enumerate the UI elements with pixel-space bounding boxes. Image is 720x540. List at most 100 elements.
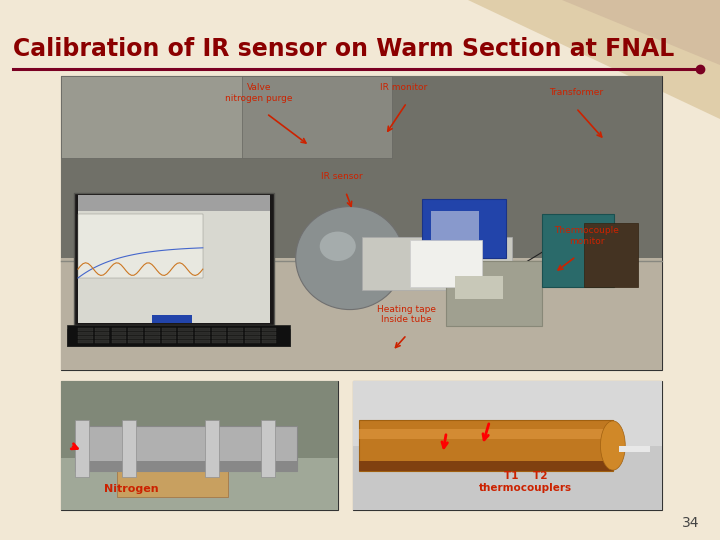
Bar [195,340,210,343]
Bar [117,465,228,497]
Bar [74,193,274,325]
Bar [446,261,542,326]
Bar [78,328,93,331]
Bar [212,328,226,331]
Text: Calibration of IR sensor on Warm Section at FNAL: Calibration of IR sensor on Warm Section… [13,37,674,60]
Bar [162,340,176,343]
Bar [228,336,243,339]
Bar [410,240,482,287]
Ellipse shape [320,232,356,261]
Bar [61,76,392,158]
Bar [212,336,226,339]
Bar [619,446,650,452]
Text: Nitrogen: Nitrogen [104,484,159,494]
Text: 34: 34 [683,516,700,530]
Bar [95,340,109,343]
Polygon shape [468,0,720,119]
Bar [455,276,503,299]
Bar [422,199,506,258]
Bar [78,214,203,278]
Bar [162,336,176,339]
Text: Thermocouple
monitor: Thermocouple monitor [554,226,619,246]
Text: Heating tape
Inside tube: Heating tape Inside tube [377,305,436,324]
Bar [61,76,662,370]
Bar [359,461,613,471]
Text: Transformer: Transformer [549,88,603,97]
Bar [246,336,260,339]
Bar [262,336,276,339]
Ellipse shape [600,421,625,470]
Bar [145,340,160,343]
Bar [112,336,126,339]
Bar [179,332,193,335]
Bar [262,340,276,343]
Bar [145,328,160,331]
Bar [78,195,270,211]
Bar [112,328,126,331]
Bar [61,458,338,510]
Bar [228,340,243,343]
Bar [128,332,143,335]
Bar [61,381,338,458]
Bar [362,238,512,291]
Bar [353,381,662,446]
Bar [61,76,242,158]
Bar [78,332,93,335]
Ellipse shape [296,207,404,309]
Bar [112,340,126,343]
Polygon shape [562,0,720,65]
Bar [95,332,109,335]
Bar [67,329,289,346]
Bar [75,426,297,471]
Bar [228,328,243,331]
Bar [95,336,109,339]
Bar [261,420,274,477]
Text: T1    T2
thermocouplers: T1 T2 thermocouplers [479,471,572,493]
Bar [212,340,226,343]
Bar [61,258,662,370]
Bar [246,332,260,335]
Bar [246,340,260,343]
Bar [128,336,143,339]
Bar [122,420,136,477]
Bar [228,332,243,335]
Bar [78,340,93,343]
Bar [246,328,260,331]
Bar [61,76,662,267]
Bar [67,325,289,346]
Bar [262,332,276,335]
Bar [162,332,176,335]
Bar [359,429,613,439]
Bar [145,332,160,335]
Bar [212,332,226,335]
Bar [179,340,193,343]
Bar [195,332,210,335]
Bar [584,222,639,287]
Bar [112,332,126,335]
Bar [195,328,210,331]
Bar [431,211,479,240]
Text: IR monitor: IR monitor [379,83,427,92]
Bar [61,381,338,510]
Bar [542,214,614,287]
Bar [162,328,176,331]
Bar [359,420,613,471]
Text: Valve
nitrogen purge: Valve nitrogen purge [225,83,293,103]
Bar [95,328,109,331]
Bar [78,195,270,322]
Bar [78,336,93,339]
Bar [205,420,219,477]
Bar [179,336,193,339]
Bar [128,328,143,331]
Text: IR sensor: IR sensor [321,172,363,181]
Bar [128,340,143,343]
Bar [152,315,192,323]
Bar [75,461,297,471]
Bar [262,328,276,331]
Bar [353,381,662,510]
Bar [353,381,662,510]
Bar [75,420,89,477]
Bar [179,328,193,331]
Bar [195,336,210,339]
Bar [145,336,160,339]
